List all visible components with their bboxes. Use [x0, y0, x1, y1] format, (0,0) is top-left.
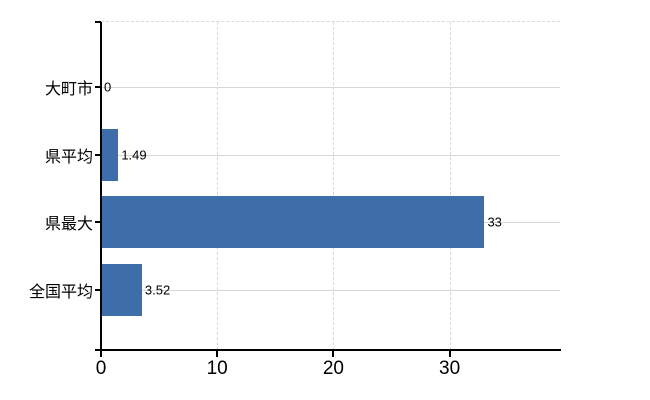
bar — [101, 263, 142, 316]
y-axis-tick — [95, 288, 101, 291]
x-axis-tick — [100, 351, 102, 357]
x-tick-label: 0 — [95, 358, 107, 379]
value-label: 3.52 — [144, 282, 171, 297]
x-axis — [95, 349, 561, 351]
category-label: 全国平均 — [28, 283, 93, 301]
bar — [101, 128, 119, 181]
horizontal-gridline — [101, 154, 560, 156]
value-label: 33 — [487, 214, 502, 230]
value-label: 1.49 — [121, 147, 147, 162]
x-axis-tick — [216, 351, 219, 357]
vertical-gridline — [217, 22, 219, 350]
y-axis-tick — [95, 153, 101, 156]
x-axis-tick — [448, 351, 451, 357]
y-axis — [100, 22, 102, 351]
bar — [101, 196, 485, 248]
value-label: 0 — [104, 79, 112, 95]
horizontal-gridline — [101, 87, 560, 88]
x-axis-tick — [332, 351, 335, 357]
x-tick-label: 10 — [206, 358, 228, 379]
category-label: 県平均 — [44, 148, 93, 166]
y-axis-tick — [95, 221, 101, 223]
horizontal-gridline — [101, 289, 560, 291]
y-axis-tick — [95, 86, 101, 88]
vertical-gridline — [449, 22, 451, 350]
category-label: 大町市 — [44, 81, 93, 98]
plot-top-border — [101, 21, 560, 22]
y-axis-top-tick — [95, 21, 101, 23]
x-tick-label: 20 — [322, 358, 344, 379]
x-tick-label: 30 — [439, 358, 461, 379]
vertical-gridline — [333, 22, 335, 350]
category-label: 県最大 — [44, 216, 93, 233]
